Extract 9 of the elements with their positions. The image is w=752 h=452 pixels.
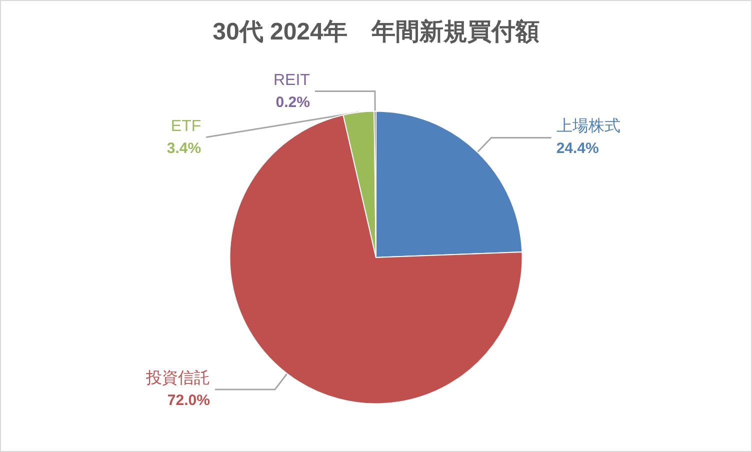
slice-label: 投資信託 (144, 369, 210, 387)
data-label: 3.4% (166, 140, 202, 157)
slice-label: ETF (170, 118, 202, 135)
slice-label: REIT (274, 72, 310, 89)
slice-label: 上場株式 (556, 117, 620, 136)
data-label: 24.4% (556, 140, 599, 158)
data-label: 72.0% (167, 392, 210, 409)
chart-title: 30代 2024年 年間新規買付額 (212, 18, 540, 46)
data-label: 0.2% (276, 94, 310, 111)
